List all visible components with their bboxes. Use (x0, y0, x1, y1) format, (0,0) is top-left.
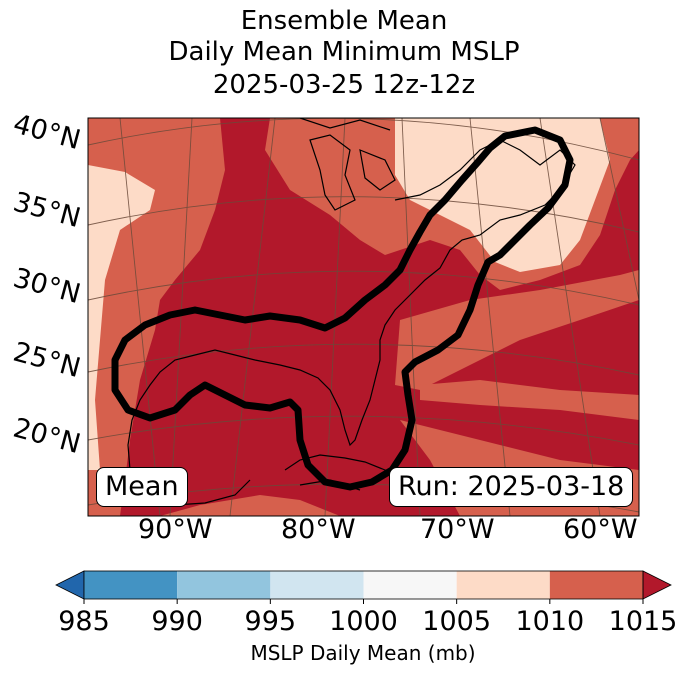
map-title-line-3: 2025-03-25 12z-12z (212, 70, 476, 100)
colorbar-tick-995: 995 (244, 606, 297, 637)
colorbar-over-arrow (642, 570, 672, 600)
colorbar-bin-4 (363, 571, 457, 599)
map-frame (87, 117, 640, 517)
field-1005-1010-west (88, 165, 155, 470)
lon-label-70w: 70°W (420, 514, 495, 545)
field-1005-1010-northeast (395, 118, 610, 272)
mslp-field (88, 118, 639, 516)
lon-label-80w: 80°W (281, 514, 356, 545)
field-1010-1015-north (88, 118, 220, 180)
field-above-1015 (120, 118, 639, 516)
colorbar-bin-1 (84, 571, 178, 599)
graticule (88, 118, 639, 516)
colorbar-bin-6 (549, 571, 643, 599)
colorbar-bin-2 (177, 571, 271, 599)
field-1010-1015-atlantic (395, 270, 639, 390)
lon-label-90w: 90°W (138, 514, 213, 545)
colorbar-label: MSLP Daily Mean (mb) (250, 641, 476, 665)
colorbar-tick-1010: 1010 (515, 606, 585, 637)
colorbar-under-arrow (55, 570, 85, 600)
colorbar-tick-1015: 1015 (608, 606, 678, 637)
colorbar-bin-3 (270, 571, 364, 599)
map-title-line-1: Ensemble Mean (240, 6, 448, 36)
colorbar-bin-5 (456, 571, 550, 599)
map-title-line-2: Daily Mean Minimum MSLP (168, 37, 520, 67)
mslp-1005-contour (111, 126, 574, 491)
colorbar-tick-990: 990 (151, 606, 203, 637)
run-label-box: Run: 2025-03-18 (389, 467, 634, 507)
lon-label-60w: 60°W (563, 514, 638, 545)
colorbar-tick-985: 985 (58, 606, 110, 637)
colorbar-tick-1005: 1005 (422, 606, 492, 637)
mean-label-box: Mean (96, 467, 188, 507)
colorbar-tick-1000: 1000 (329, 606, 398, 637)
